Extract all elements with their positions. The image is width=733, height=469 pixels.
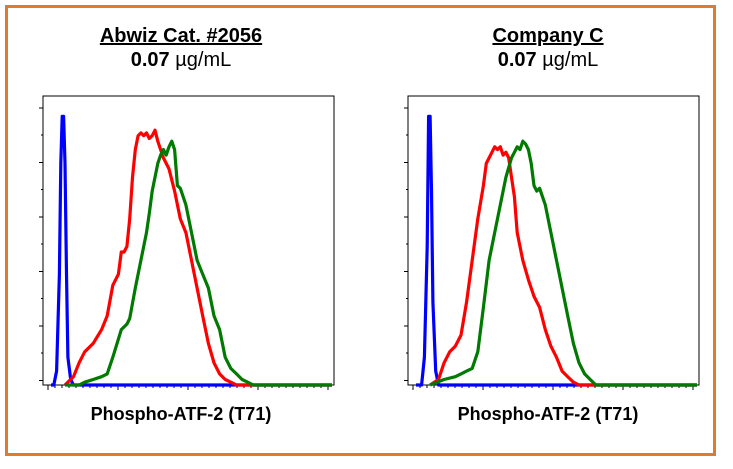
figure-frame: Abwiz Cat. #2056 0.07 µg/mL Phospho-ATF-…	[5, 5, 716, 456]
x-axis-label: Phospho-ATF-2 (T71)	[90, 404, 272, 424]
concentration-unit: µg/mL	[542, 49, 599, 71]
concentration-value: 0.07	[130, 49, 170, 71]
chart-title: Abwiz Cat. #2056 0.07 µg/mL	[31, 24, 331, 72]
concentration-label: 0.07 µg/mL	[31, 48, 331, 72]
series-line-1	[63, 128, 332, 387]
concentration-value: 0.07	[497, 49, 537, 71]
title-text: Company C	[492, 25, 604, 47]
series-line-2	[65, 139, 332, 387]
concentration-unit: µg/mL	[175, 49, 232, 71]
concentration-label: 0.07 µg/mL	[398, 48, 698, 72]
x-axis-label: Phospho-ATF-2 (T71)	[457, 404, 639, 424]
series-line-1	[429, 145, 697, 387]
plot-area-0	[39, 95, 335, 390]
histogram-plots	[39, 95, 700, 390]
title-text: Abwiz Cat. #2056	[99, 25, 263, 47]
chart-title: Company C 0.07 µg/mL	[398, 24, 698, 72]
plot-area-1	[404, 95, 700, 390]
series-line-2	[429, 139, 697, 387]
series-line-0	[416, 114, 697, 387]
